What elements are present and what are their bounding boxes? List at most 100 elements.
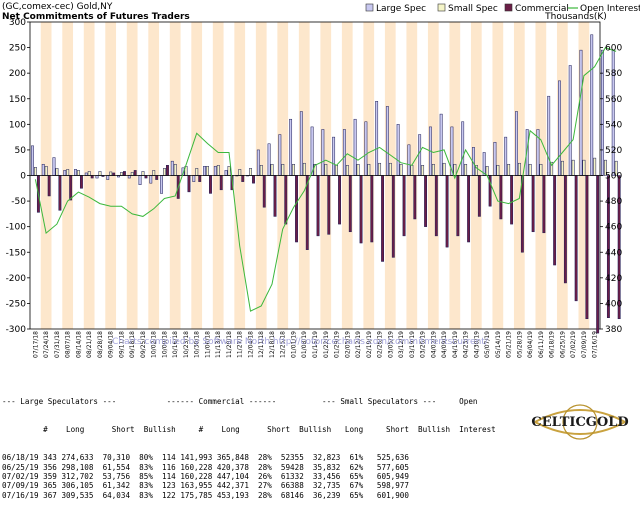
small-spec-bar [517, 162, 521, 176]
large-spec-bar [364, 121, 368, 176]
large-spec-bar [418, 134, 422, 176]
large-spec-bar [385, 106, 389, 176]
table-cell: 65% [340, 472, 364, 482]
y-left-tick-label: 50 [15, 146, 27, 156]
table-cell: 61,554 [93, 462, 131, 472]
x-category-label: 02/05/19 [344, 331, 351, 358]
commercial-bar [574, 175, 578, 302]
x-category-label: 07/17/18 [32, 331, 39, 358]
small-spec-bar [77, 170, 80, 176]
table-cell: 06/25/19 [2, 462, 39, 472]
small-spec-bar [238, 169, 242, 176]
table-row: 07/09/19 365 306,105 61,342 83% 123 163,… [2, 481, 522, 490]
y-left-tick-label: -200 [6, 274, 27, 284]
commercial-bar [284, 175, 288, 225]
y-right-tick-label: 420 [605, 274, 622, 284]
large-spec-bar [515, 111, 518, 176]
x-category-label: 09/25/18 [140, 331, 147, 358]
y-right-tick-label: 460 [605, 223, 622, 233]
small-spec-bar [485, 166, 489, 176]
commercial-bar [348, 175, 352, 233]
table-cell: 306,105 [56, 481, 94, 491]
x-category-label: 01/22/19 [323, 331, 330, 358]
table-cell: 367 [38, 490, 57, 500]
large-spec-bar [138, 175, 142, 185]
small-spec-bar [367, 163, 371, 176]
x-category-label: 10/16/18 [172, 331, 179, 358]
small-spec-bar [173, 163, 177, 176]
watermark: Charts compiled by Software North http:/… [112, 337, 489, 347]
table-cell: 61332 [271, 472, 304, 482]
x-category-label: 08/21/18 [86, 331, 93, 358]
commercial-bar [424, 175, 428, 227]
large-spec-bar [170, 160, 174, 176]
small-spec-bar [335, 165, 339, 176]
y-right-tick-label: 580 [605, 69, 622, 79]
x-category-label: 07/02/19 [570, 331, 577, 358]
x-category-label: 04/30/19 [473, 331, 480, 358]
chart-title-line1: (GC,comex-cec) Gold,NY [2, 2, 113, 12]
small-spec-bar [227, 166, 231, 176]
commercial-bar [381, 175, 384, 262]
table-cell: 114 [152, 453, 176, 463]
large-spec-bar [31, 145, 34, 176]
table-cell: 07/09/19 [2, 481, 39, 491]
x-category-label: 08/28/18 [97, 331, 104, 358]
x-category-label: 09/18/18 [129, 331, 136, 358]
x-category-label: 06/25/19 [559, 331, 566, 358]
chart-svg: 300250200150100500-50-100-150-200-250-30… [2, 2, 640, 358]
table-body: 06/18/19 343 274,633 70,310 80% 114 141,… [2, 453, 522, 500]
table-cell: 83% [130, 481, 153, 491]
large-spec-bar [213, 166, 217, 176]
x-category-label: 10/09/18 [161, 331, 168, 358]
small-spec-bar [34, 167, 37, 176]
x-category-label: 01/29/19 [334, 331, 341, 358]
large-spec-bar [407, 144, 411, 176]
commercial-bar [359, 175, 363, 244]
y-left-tick-label: 0 [20, 172, 26, 182]
y-left-tick-label: 150 [9, 95, 26, 105]
y-left-tick-label: 250 [9, 44, 26, 54]
commercial-bar [510, 175, 514, 225]
table-cell: 160,228 [175, 462, 213, 472]
table-cell: 365,848 [212, 453, 249, 463]
x-category-label: 03/05/19 [387, 331, 394, 358]
table-cell: 06/18/19 [2, 453, 39, 463]
large-spec-bar [504, 136, 508, 176]
commercial-bar [531, 175, 535, 233]
small-spec-bar [528, 163, 532, 176]
small-spec-bar [378, 162, 382, 176]
large-spec-bar [482, 152, 486, 176]
x-category-label: 07/31/18 [54, 331, 61, 358]
y-right-tick-label: 560 [605, 95, 622, 105]
x-category-label: 11/06/18 [204, 331, 211, 358]
small-spec-bar [130, 172, 134, 176]
table-cell: 65% [340, 490, 364, 500]
table-cell: 80% [130, 453, 153, 463]
legend-swatch [365, 3, 374, 12]
x-category-label: 05/28/19 [516, 331, 523, 358]
commercial-bar [316, 175, 320, 237]
table-cell: 116 [152, 462, 176, 472]
commercial-bar [252, 175, 255, 184]
table-cell: 07/16/19 [2, 490, 39, 500]
commercial-bar [477, 175, 481, 217]
y-left-tick-label: -100 [6, 223, 27, 233]
x-category-label: 05/21/19 [506, 331, 513, 358]
large-spec-bar [493, 141, 497, 176]
y-right-tick-label: 540 [605, 120, 622, 130]
table-cell: 27% [248, 481, 272, 491]
large-spec-bar [568, 65, 572, 176]
commercial-bar [391, 175, 395, 258]
small-spec-bar [507, 163, 511, 176]
commercial-bar [327, 175, 331, 235]
x-category-label: 09/04/18 [108, 331, 115, 358]
small-spec-bar [249, 168, 252, 176]
cot-chart: 300 250 200 150 100 50 0 -50 -100 -150 -200 -250 -30… [2, 2, 640, 358]
x-category-label: 06/04/19 [527, 331, 534, 358]
small-spec-bar [120, 172, 123, 176]
commercial-bar [402, 175, 406, 237]
small-spec-bar [453, 163, 457, 176]
y-right-tick-label: 480 [605, 197, 622, 207]
commercial-bar [79, 175, 83, 189]
